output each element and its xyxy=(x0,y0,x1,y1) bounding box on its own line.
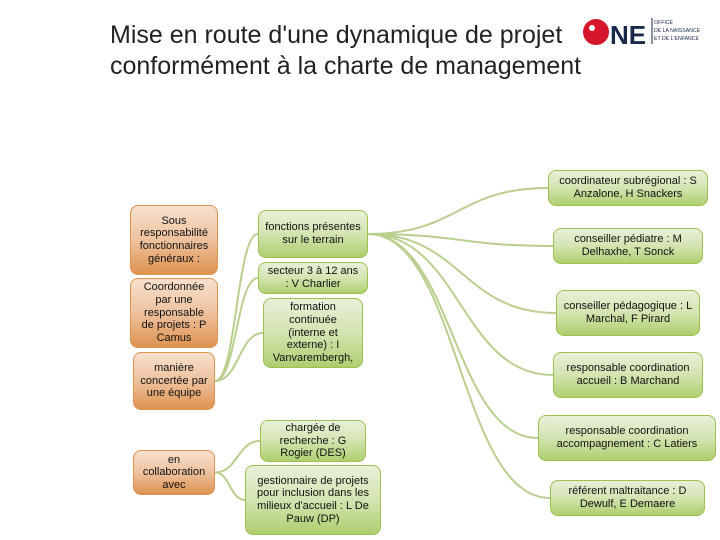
node-r6: référent maltraitance : D Dewulf, E Dema… xyxy=(550,480,705,516)
node-n3: manière concertée par une équipe xyxy=(133,352,215,410)
node-r2: conseiller pédiatre : M Delhaxhe, T Sonc… xyxy=(553,228,703,264)
svg-text:ET DE L'ENFANCE: ET DE L'ENFANCE xyxy=(654,36,700,42)
node-n1: Sous responsabilité fonctionnaires génér… xyxy=(130,205,218,275)
node-r5: responsable coordination accompagnement … xyxy=(538,415,716,461)
brand-logo: NE OFFICE DE LA NAISSANCE ET DE L'ENFANC… xyxy=(582,12,702,62)
node-r4: responsable coordination accueil : B Mar… xyxy=(553,352,703,398)
node-m2: secteur 3 à 12 ans : V Charlier xyxy=(258,262,368,294)
node-m4: chargée de recherche : G Rogier (DES) xyxy=(260,420,366,462)
node-m3: formation continuée (interne et externe)… xyxy=(263,298,363,368)
logo-svg: NE OFFICE DE LA NAISSANCE ET DE L'ENFANC… xyxy=(582,12,702,62)
svg-text:OFFICE: OFFICE xyxy=(654,20,674,26)
svg-text:NE: NE xyxy=(610,20,646,50)
node-n4: en collaboration avec xyxy=(133,450,215,495)
node-m1: fonctions présentes sur le terrain xyxy=(258,210,368,258)
node-m5: gestionnaire de projets pour inclusion d… xyxy=(245,465,381,535)
svg-text:DE LA NAISSANCE: DE LA NAISSANCE xyxy=(654,28,701,34)
node-n2: Coordonnée par une responsable de projet… xyxy=(130,278,218,348)
node-r1: coordinateur subrégional : S Anzalone, H… xyxy=(548,170,708,206)
node-r3: conseiller pédagogique : L Marchal, F Pi… xyxy=(556,290,700,336)
